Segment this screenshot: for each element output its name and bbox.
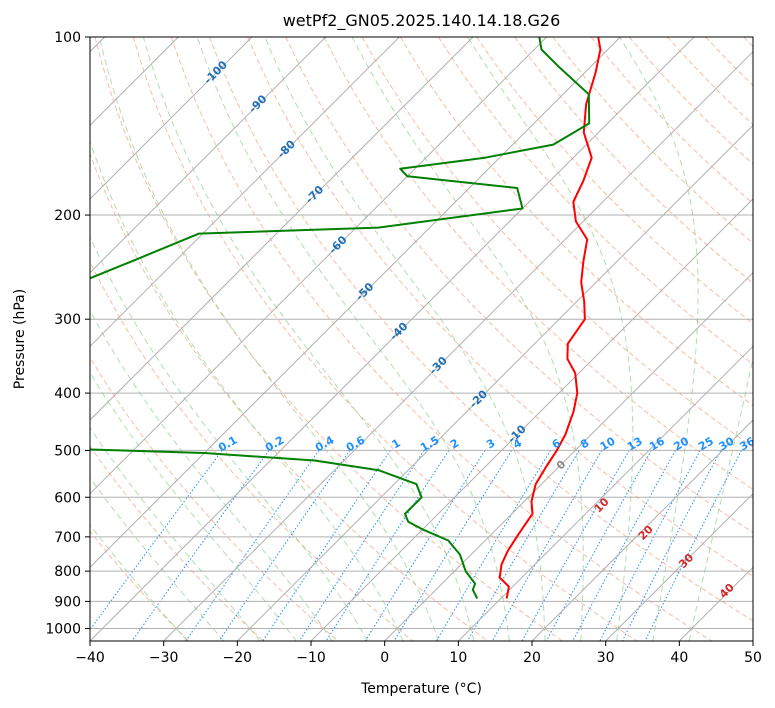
- moist-adiabat: [351, 37, 584, 641]
- isotherm-line: [90, 37, 548, 495]
- y-tick-label: 500: [54, 443, 81, 459]
- moist-adiabat: [90, 426, 261, 641]
- moist-adiabat: [688, 355, 753, 641]
- x-tick-label: −30: [149, 650, 179, 666]
- y-axis-title: Pressure (hPa): [12, 289, 28, 389]
- dry-adiabat: [90, 152, 488, 641]
- dry-adiabat: [90, 260, 414, 641]
- x-tick-label: 40: [670, 650, 688, 666]
- moist-adiabat: [90, 524, 188, 641]
- isotherm-line: [457, 345, 753, 641]
- dry-adiabat: [247, 37, 753, 577]
- mixing-ratio-line: [545, 450, 652, 641]
- dry-adiabat: [90, 445, 264, 641]
- x-tick-label: 30: [597, 650, 615, 666]
- y-tick-label: 400: [54, 386, 81, 402]
- mixing-ratio-line: [467, 450, 580, 641]
- moist-adiabat: [90, 476, 225, 641]
- isotherm-line: [384, 271, 753, 641]
- isotherm-line: [531, 419, 753, 641]
- x-tick-label: −10: [296, 650, 326, 666]
- plot-frame: [89, 36, 754, 642]
- isotherm-line: [90, 37, 253, 200]
- dry-adiabat: [170, 37, 712, 641]
- x-tick-label: 50: [744, 650, 762, 666]
- dry-adiabat: [323, 37, 753, 491]
- isotherm-line: [90, 37, 400, 348]
- x-axis-title: Temperature (°C): [360, 681, 482, 697]
- moist-adiabat: [264, 37, 546, 641]
- chart-title: wetPf2_GN05.2025.140.14.18.G26: [283, 11, 561, 31]
- moist-adiabat: [619, 37, 699, 641]
- dry-adiabat: [209, 37, 753, 622]
- dry-adiabat: [132, 37, 638, 641]
- mixing-ratio-line: [621, 450, 722, 641]
- dry-adiabat: [94, 37, 563, 641]
- isotherm-line: [90, 37, 621, 569]
- mixing-ratio-line: [298, 450, 425, 641]
- moist-adiabat: [142, 37, 475, 641]
- temperature-profile-line: [498, 37, 602, 599]
- dry-adiabat: [437, 37, 753, 365]
- mixing-ratio-line: [218, 450, 351, 641]
- background-lines: [90, 37, 753, 641]
- moist-adiabat: [99, 37, 439, 641]
- isotherm-line: [90, 37, 695, 641]
- mixing-ratio-line: [325, 450, 450, 641]
- x-tick-label: −40: [75, 650, 105, 666]
- y-tick-label: 1000: [45, 621, 81, 637]
- x-tick-label: 10: [449, 650, 467, 666]
- y-tick-label: 100: [54, 30, 81, 46]
- mixing-ratio-line: [599, 450, 701, 641]
- moist-adiabat: [90, 309, 333, 641]
- mixing-ratio-line: [572, 450, 676, 641]
- y-tick-label: 600: [54, 490, 81, 506]
- x-tick-label: −20: [223, 650, 253, 666]
- isotherm-line: [90, 37, 474, 421]
- y-tick-label: 300: [54, 312, 81, 328]
- dewpoint-profile-line: [90, 37, 591, 599]
- moist-adiabat: [196, 37, 510, 641]
- y-tick-label: 800: [54, 564, 81, 580]
- moist-adiabat: [90, 235, 369, 641]
- axes: −40 −30 −20 −10 0 10 20 30 40 50 100 200 300 400 500 60…: [45, 30, 762, 666]
- isotherm-line: [310, 198, 753, 641]
- mixing-ratio-line: [185, 450, 320, 641]
- isotherm-line: [163, 50, 753, 641]
- x-tick-label: 20: [523, 650, 541, 666]
- dry-adiabat: [361, 37, 753, 448]
- x-tick-label: 0: [380, 650, 389, 666]
- y-tick-label: 700: [54, 530, 81, 546]
- isotherm-line: [236, 124, 753, 641]
- mixing-ratio-line: [364, 450, 486, 641]
- moist-adiabat: [90, 140, 404, 641]
- mixing-ratio-label: 36: [737, 434, 757, 453]
- mixing-ratio-line: [521, 450, 630, 641]
- dry-adiabat: [90, 530, 190, 641]
- isotherm-line: [90, 37, 327, 274]
- dry-adiabat: [514, 37, 753, 284]
- profile-lines: [90, 37, 602, 599]
- y-tick-label: 200: [54, 208, 81, 224]
- y-tick-label: 900: [54, 594, 81, 610]
- moist-adiabat: [90, 371, 297, 641]
- dry-adiabat: [285, 37, 753, 534]
- mixing-ratio-line: [90, 450, 223, 631]
- dry-adiabat: [476, 37, 753, 325]
- dry-adiabat: [399, 37, 753, 407]
- isotherm-line: [605, 492, 753, 641]
